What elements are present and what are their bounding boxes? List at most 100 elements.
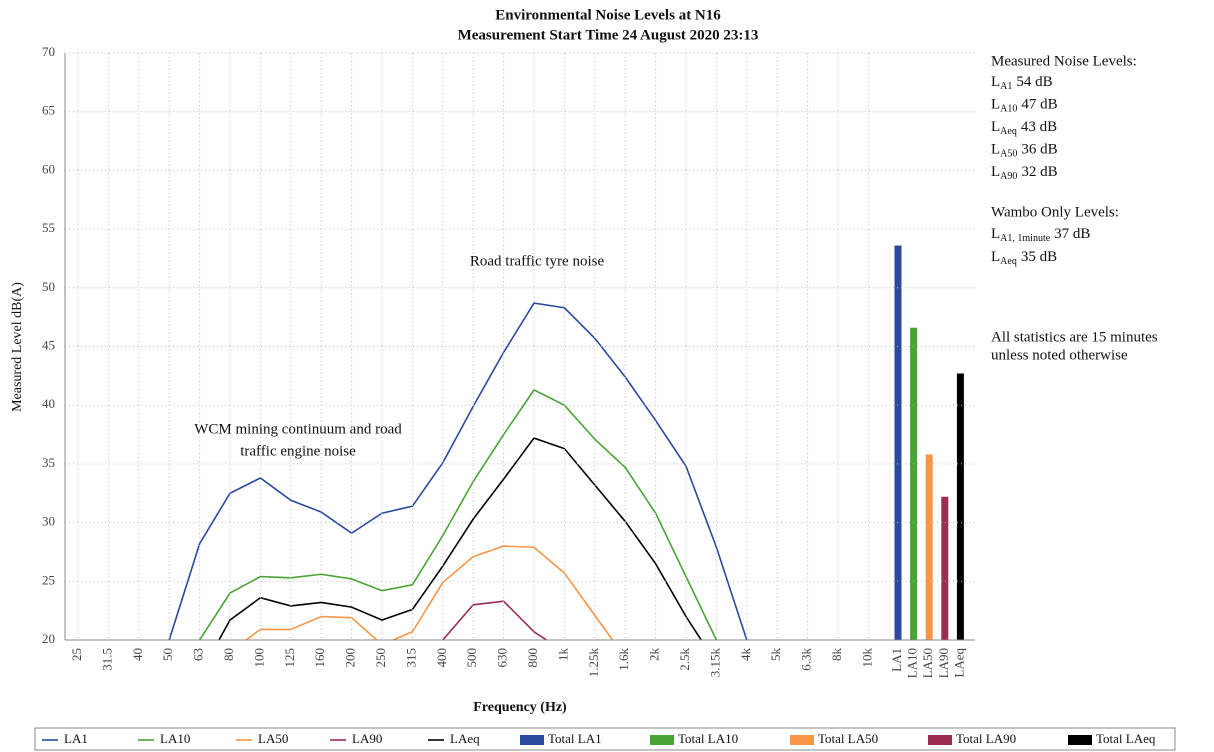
y-axis-label: Measured Level dB(A) [10, 282, 25, 412]
line-series [218, 437, 703, 640]
level-symbol: L [991, 164, 1000, 180]
level-subscript: A1, 1minute [1000, 233, 1051, 244]
line-series [244, 545, 614, 640]
x-tick-label: LA10 [905, 648, 920, 678]
x-tick-label: 4k [738, 648, 753, 662]
x-tick-label: 50 [160, 648, 175, 661]
x-tick-label: 2.5k [677, 648, 692, 671]
y-tick-label: 50 [42, 279, 55, 294]
y-tick-label: 40 [42, 396, 55, 411]
x-tick-label: 125 [282, 648, 297, 668]
level-subscript: Aeq [1000, 126, 1017, 137]
chart-title: Environmental Noise Levels at N16 [495, 7, 721, 23]
side-level: LAeq 35 dB [991, 249, 1057, 267]
y-tick-label: 20 [42, 631, 55, 646]
level-subscript: A1 [1000, 81, 1012, 92]
x-tick-label: LA50 [920, 648, 935, 678]
y-tick-label: 30 [42, 514, 55, 529]
level-symbol: L [991, 249, 1000, 265]
legend-label: Total LA90 [956, 731, 1016, 746]
line-series [168, 302, 748, 640]
legend-label: Total LA1 [548, 731, 602, 746]
side-level: LA1, 1minute 37 dB [991, 226, 1090, 244]
x-tick-label: 5k [768, 648, 783, 662]
x-tick-label: 630 [495, 648, 510, 668]
bar [925, 454, 933, 640]
legend-label: Total LA10 [678, 731, 738, 746]
line-series [198, 388, 718, 640]
level-value: 32 dB [1021, 164, 1057, 180]
legend-swatch [928, 735, 952, 745]
x-tick-label: 315 [403, 648, 418, 668]
legend-label: Total LA50 [818, 731, 878, 746]
x-tick-label: LA1 [889, 648, 904, 672]
x-tick-label: 25 [69, 648, 84, 661]
level-symbol: L [991, 142, 1000, 158]
x-tick-label: LA90 [936, 648, 951, 678]
side-level: LA90 32 dB [991, 164, 1058, 182]
x-tick-label: 250 [373, 648, 388, 668]
x-axis-label: Frequency (Hz) [473, 700, 567, 715]
side-level: LA1 54 dB [991, 74, 1053, 92]
bar [956, 373, 964, 640]
x-tick-label: 400 [434, 648, 449, 668]
y-tick-label: 60 [42, 161, 55, 176]
x-tick-label: 40 [130, 648, 145, 661]
y-tick-label: 70 [42, 44, 55, 59]
x-tick-label: 31.5 [99, 648, 114, 671]
legend-swatch [790, 735, 814, 745]
x-tick-label: 80 [221, 648, 236, 661]
x-tick-label: 100 [251, 648, 266, 668]
side-heading: Wambo Only Levels: [991, 204, 1119, 220]
level-symbol: L [991, 119, 1000, 135]
side-note: All statistics are 15 minutes [991, 329, 1158, 345]
bar [894, 245, 902, 640]
legend-box [34, 727, 1176, 751]
x-tick-label: 1k [555, 648, 570, 662]
x-tick-label: 200 [343, 648, 358, 668]
side-level: LAeq 43 dB [991, 119, 1057, 137]
level-value: 35 dB [1021, 249, 1057, 265]
x-tick-label: 160 [312, 648, 327, 668]
level-symbol: L [991, 97, 1000, 113]
level-symbol: L [991, 74, 1000, 90]
annotation: Road traffic tyre noise [470, 253, 605, 269]
annotation: WCM mining continuum and road [194, 421, 402, 437]
chart-subtitle: Measurement Start Time 24 August 2020 23… [458, 27, 759, 43]
bar [941, 496, 949, 640]
x-tick-label: 800 [525, 648, 540, 668]
legend-label: LAeq [450, 731, 480, 746]
side-level: LA10 47 dB [991, 97, 1058, 115]
annotation: traffic engine noise [240, 443, 356, 459]
y-tick-label: 55 [42, 220, 55, 235]
x-tick-label: 1.6k [616, 648, 631, 671]
x-tick-label: 10k [859, 648, 874, 668]
legend-label: LA90 [352, 731, 382, 746]
level-value: 37 dB [1054, 226, 1090, 242]
x-tick-label: 63 [191, 648, 206, 661]
y-tick-label: 25 [42, 572, 55, 587]
x-tick-label: 1.25k [586, 648, 601, 678]
legend-swatch [520, 735, 544, 745]
level-subscript: A90 [1000, 171, 1017, 182]
bar [910, 327, 918, 640]
plot-area [168, 245, 964, 640]
legend-label: LA10 [160, 731, 190, 746]
x-tick-label: 8k [829, 648, 844, 662]
level-subscript: A50 [1000, 149, 1017, 160]
level-value: 43 dB [1021, 119, 1057, 135]
line-series [442, 600, 548, 640]
level-value: 47 dB [1021, 97, 1057, 113]
legend-label: LA50 [258, 731, 288, 746]
x-tick-label: 2k [647, 648, 662, 662]
level-subscript: A10 [1000, 104, 1017, 115]
level-subscript: Aeq [1000, 256, 1017, 267]
level-value: 54 dB [1016, 74, 1052, 90]
x-tick-label: 3.15k [707, 648, 722, 678]
legend-swatch [650, 735, 674, 745]
side-note: unless noted otherwise [991, 347, 1128, 363]
legend-label: LA1 [64, 731, 88, 746]
y-tick-label: 35 [42, 455, 55, 470]
legend-label: Total LAeq [1096, 731, 1156, 746]
